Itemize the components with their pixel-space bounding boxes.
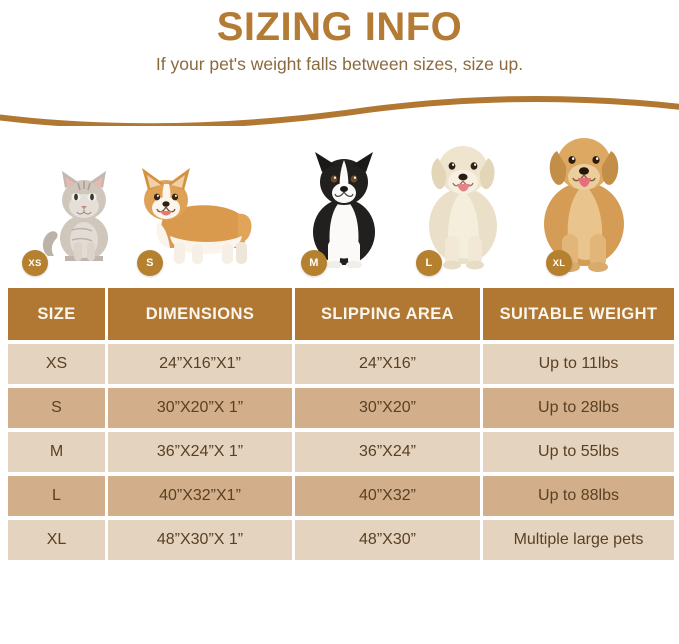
size-badge-s: S <box>137 250 163 276</box>
size-badge-xl: XL <box>546 250 572 276</box>
sizing-table: SIZE DIMENSIONS SLIPPING AREA SUITABLE W… <box>0 288 679 564</box>
cell-slipping-area: 24”X16” <box>295 344 480 384</box>
pet-image-xl <box>528 120 640 272</box>
pet-image-l <box>413 128 513 270</box>
table-row: XS 24”X16”X1” 24”X16” Up to 11lbs <box>0 344 679 384</box>
table-row: S 30”X20”X 1” 30”X20” Up to 28lbs <box>0 388 679 428</box>
cell-slipping-area: 40”X32” <box>295 476 480 516</box>
cell-size: M <box>8 432 105 472</box>
cell-slipping-area: 48”X30” <box>295 520 480 560</box>
cell-suitable-weight: Up to 55lbs <box>483 432 674 472</box>
pet-image-s <box>126 162 254 266</box>
cell-suitable-weight: Multiple large pets <box>483 520 674 560</box>
cell-dimensions: 36”X24”X 1” <box>108 432 292 472</box>
size-badge-m: M <box>301 250 327 276</box>
size-badge-l: L <box>416 250 442 276</box>
cell-suitable-weight: Up to 11lbs <box>483 344 674 384</box>
page-header: SIZING INFO If your pet's weight falls b… <box>0 0 679 92</box>
size-badge-xs: XS <box>22 250 48 276</box>
cell-suitable-weight: Up to 28lbs <box>483 388 674 428</box>
pet-image-m <box>298 140 390 268</box>
cell-slipping-area: 30”X20” <box>295 388 480 428</box>
cell-size: XL <box>8 520 105 560</box>
table-row: M 36”X24”X 1” 36”X24” Up to 55lbs <box>0 432 679 472</box>
page-title: SIZING INFO <box>216 5 463 49</box>
column-header-size: SIZE <box>8 288 105 340</box>
table-row: XL 48”X30”X 1” 48”X30” Multiple large pe… <box>0 520 679 560</box>
cell-size: L <box>8 476 105 516</box>
column-header-slipping-area: SLIPPING AREA <box>295 288 480 340</box>
cell-dimensions: 40”X32”X1” <box>108 476 292 516</box>
column-header-dimensions: DIMENSIONS <box>108 288 292 340</box>
cell-suitable-weight: Up to 88lbs <box>483 476 674 516</box>
cell-slipping-area: 36”X24” <box>295 432 480 472</box>
cell-size: XS <box>8 344 105 384</box>
table-row: L 40”X32”X1” 40”X32” Up to 88lbs <box>0 476 679 516</box>
cell-size: S <box>8 388 105 428</box>
column-header-suitable-weight: SUITABLE WEIGHT <box>483 288 674 340</box>
cell-dimensions: 30”X20”X 1” <box>108 388 292 428</box>
pet-image-xs <box>34 152 126 262</box>
cell-dimensions: 24”X16”X1” <box>108 344 292 384</box>
table-header-row: SIZE DIMENSIONS SLIPPING AREA SUITABLE W… <box>0 288 679 340</box>
wave-divider <box>0 84 679 130</box>
cell-dimensions: 48”X30”X 1” <box>108 520 292 560</box>
pet-illustration-strip: XS <box>0 112 679 280</box>
page-subtitle: If your pet's weight falls between sizes… <box>155 54 524 74</box>
